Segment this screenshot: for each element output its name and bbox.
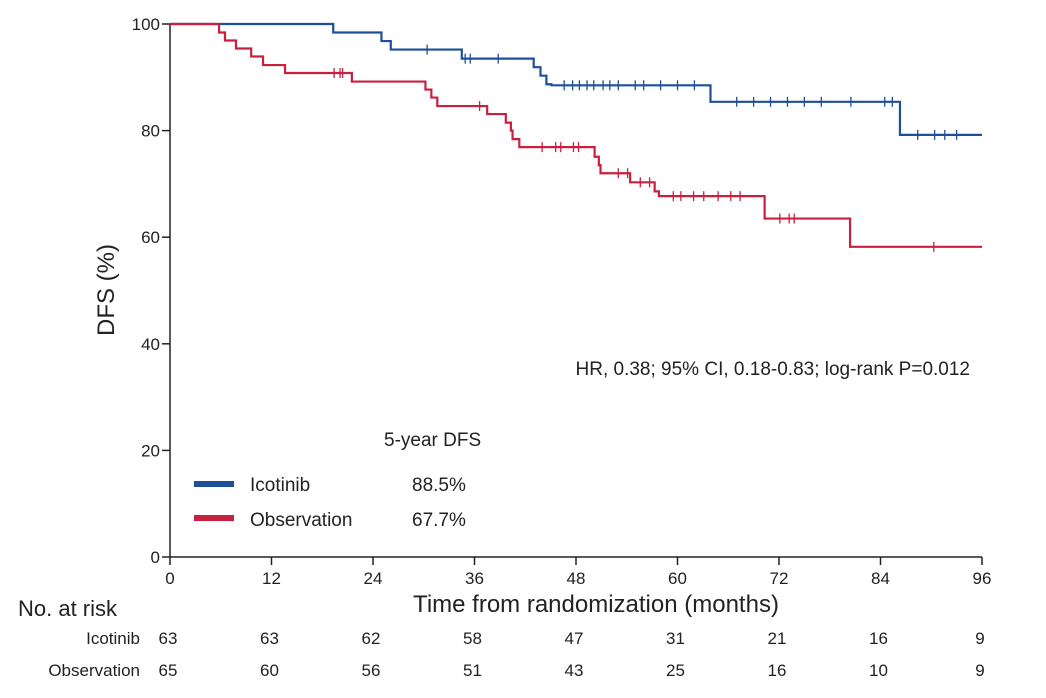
hr-annotation: HR, 0.38; 95% CI, 0.18-0.83; log-rank P=… [576, 359, 970, 380]
legend-value-icotinib: 88.5% [412, 475, 466, 496]
x-tick-label: 96 [973, 569, 992, 588]
legend-label-observation: Observation [250, 510, 352, 531]
y-tick-label: 0 [151, 548, 160, 567]
y-tick-label: 40 [141, 335, 160, 354]
risk-table: No. at risk Icotinib Observation 63 63 62 5… [18, 596, 985, 680]
risk-value-observation: 9 [975, 661, 984, 680]
curves [170, 22, 982, 252]
risk-value-icotinib: 58 [463, 629, 482, 648]
risk-row-label-observation: Observation [48, 661, 140, 680]
x-tick-label: 0 [165, 569, 174, 588]
legend: 5-year DFS Icotinib 88.5% Observation 67… [194, 430, 481, 531]
risk-value-icotinib: 62 [362, 629, 381, 648]
x-tick-label: 60 [668, 569, 687, 588]
risk-value-observation: 51 [463, 661, 482, 680]
risk-value-observation: 10 [869, 661, 888, 680]
risk-value-icotinib: 31 [666, 629, 685, 648]
risk-value-observation: 25 [666, 661, 685, 680]
risk-value-observation: 56 [362, 661, 381, 680]
km-curve-observation [170, 22, 982, 248]
risk-value-observation: 16 [768, 661, 787, 680]
y-ticks: 0 20 40 60 80 100 [132, 15, 170, 567]
x-tick-label: 12 [262, 569, 281, 588]
y-tick-label: 80 [141, 122, 160, 141]
axes: 0 20 40 60 80 100 0 12 24 36 48 60 72 84 96 [132, 15, 992, 588]
risk-value-icotinib: 63 [260, 629, 279, 648]
legend-label-icotinib: Icotinib [250, 475, 310, 496]
risk-value-observation: 60 [260, 661, 279, 680]
risk-value-icotinib: 9 [975, 629, 984, 648]
risk-value-icotinib: 16 [869, 629, 888, 648]
y-axis-title: DFS (%) [93, 244, 120, 336]
x-tick-label: 84 [871, 569, 890, 588]
x-tick-label: 36 [465, 569, 484, 588]
risk-values: 63 63 62 58 47 31 21 16 9 65 60 56 51 43 25 16 10 9 [159, 629, 985, 680]
risk-value-observation: 43 [565, 661, 584, 680]
y-tick-label: 20 [141, 441, 160, 460]
risk-table-header: No. at risk [18, 596, 118, 621]
risk-row-label-icotinib: Icotinib [86, 629, 140, 648]
risk-value-icotinib: 47 [565, 629, 584, 648]
legend-value-observation: 67.7% [412, 510, 466, 531]
x-tick-label: 24 [364, 569, 383, 588]
x-axis-title: Time from randomization (months) [413, 591, 779, 618]
legend-title: 5-year DFS [384, 430, 481, 451]
x-ticks: 0 12 24 36 48 60 72 84 96 [165, 557, 991, 588]
y-tick-label: 100 [132, 15, 160, 34]
risk-value-observation: 65 [159, 661, 178, 680]
x-tick-label: 72 [770, 569, 789, 588]
x-tick-label: 48 [567, 569, 586, 588]
km-curve-icotinib [170, 22, 982, 136]
risk-value-icotinib: 63 [159, 629, 178, 648]
risk-value-icotinib: 21 [768, 629, 787, 648]
y-tick-label: 60 [141, 228, 160, 247]
